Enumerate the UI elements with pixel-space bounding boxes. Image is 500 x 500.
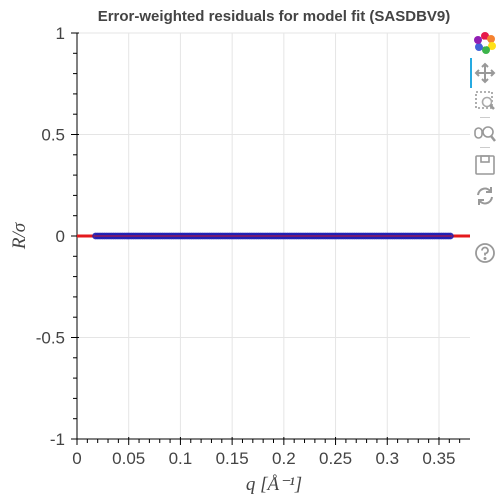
- x-tick-label: 0.05: [112, 449, 145, 468]
- tick-labels: 0 0.05 0.1 0.15 0.2 0.25 0.3 0.35 -1 -0.5 0 0.5 1: [36, 24, 456, 468]
- chart-title: Error-weighted residuals for model fit (…: [98, 8, 451, 25]
- y-axis-label: R/σ: [9, 222, 30, 250]
- y-tick-label: 0.5: [41, 126, 65, 145]
- x-tick-label: 0.2: [272, 449, 296, 468]
- wheel-zoom-icon[interactable]: [472, 120, 498, 146]
- active-tool-indicator: [470, 58, 472, 88]
- help-icon[interactable]: [472, 240, 498, 266]
- x-tick-label: 0.35: [422, 449, 455, 468]
- x-axis-label: q [Å⁻¹]: [246, 474, 302, 495]
- y-tick-label: 0: [56, 227, 65, 246]
- toolbar-divider: [480, 117, 490, 118]
- reset-icon[interactable]: [472, 183, 498, 209]
- box-zoom-icon[interactable]: [472, 88, 498, 114]
- save-icon[interactable]: [472, 152, 498, 178]
- toolbar-divider: [480, 147, 490, 148]
- x-tick-label: 0.15: [216, 449, 249, 468]
- x-tick-label: 0: [72, 449, 81, 468]
- plot-toolbar: [470, 30, 500, 270]
- x-tick-label: 0.25: [319, 449, 352, 468]
- y-tick-label: -0.5: [36, 329, 65, 348]
- pan-icon[interactable]: [472, 60, 498, 86]
- x-tick-label: 0.1: [169, 449, 193, 468]
- data-layer: [77, 232, 470, 240]
- x-tick-label: 0.3: [375, 449, 399, 468]
- y-tick-label: -1: [50, 430, 65, 449]
- y-tick-label: 1: [56, 24, 65, 43]
- bokeh-logo-icon[interactable]: [472, 30, 498, 56]
